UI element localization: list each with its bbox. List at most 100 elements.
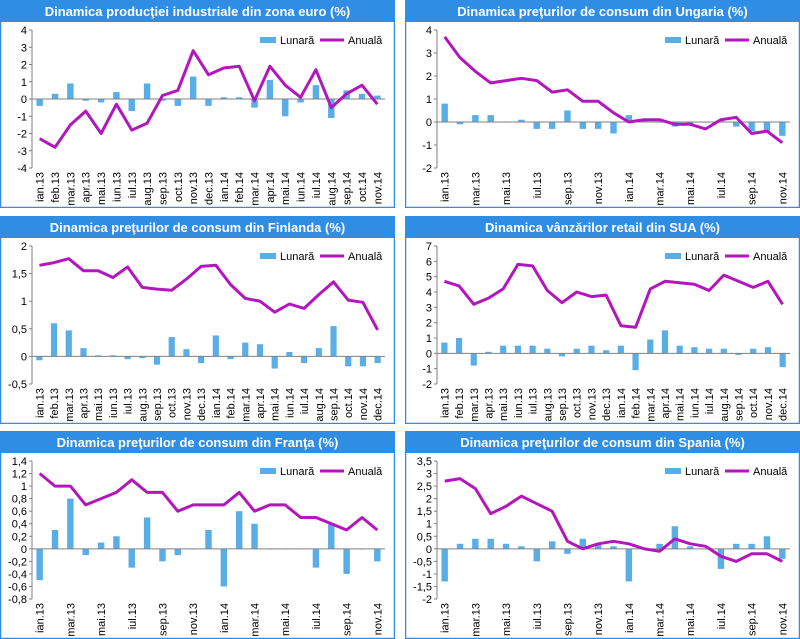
y-tick-label: -0,4 bbox=[8, 569, 27, 581]
bar-monthly bbox=[579, 122, 587, 129]
bar-monthly bbox=[472, 538, 479, 549]
chart-panel-france-cpi: Dinamica preţurilor de consum din Franţa… bbox=[0, 431, 395, 639]
y-tick-label: 3 bbox=[426, 302, 432, 314]
bar-monthly bbox=[67, 498, 74, 549]
y-tick-label: 0 bbox=[426, 117, 432, 129]
x-tick-label: mar.14 bbox=[250, 172, 262, 206]
bar-monthly bbox=[312, 85, 320, 99]
bar-monthly bbox=[717, 548, 725, 569]
y-tick-label: 0,8 bbox=[12, 494, 27, 506]
x-tick-label: dec.13 bbox=[204, 172, 216, 205]
bar-monthly bbox=[301, 356, 308, 364]
x-tick-label: oct.13 bbox=[167, 388, 179, 418]
x-tick-label: mai.13 bbox=[498, 388, 510, 421]
y-tick-label: -1 bbox=[422, 569, 432, 581]
y-tick-label: 0,5 bbox=[417, 531, 432, 543]
bar-monthly bbox=[359, 356, 367, 367]
x-tick-label: mai.13 bbox=[96, 172, 108, 205]
x-tick-label: aug.14 bbox=[326, 172, 338, 206]
bar-monthly bbox=[748, 122, 755, 132]
x-tick-label: oct.13 bbox=[173, 172, 185, 202]
bar-monthly bbox=[632, 353, 639, 371]
y-tick-label: 2 bbox=[21, 60, 27, 72]
y-tick-label: -2 bbox=[422, 594, 432, 606]
x-tick-label: ian.13 bbox=[440, 172, 452, 202]
bar-monthly bbox=[564, 110, 571, 122]
bar-monthly bbox=[242, 342, 249, 357]
bar-monthly bbox=[345, 356, 352, 367]
x-tick-label: ian.14 bbox=[624, 603, 636, 633]
bar-monthly bbox=[330, 326, 337, 357]
y-tick-label: -4 bbox=[17, 163, 27, 175]
bar-monthly bbox=[441, 548, 448, 582]
x-tick-label: ian.14 bbox=[219, 172, 231, 202]
x-tick-label: sep.13 bbox=[157, 603, 169, 636]
bar-monthly bbox=[720, 348, 727, 354]
bar-monthly bbox=[502, 543, 510, 549]
x-tick-label: feb.14 bbox=[234, 172, 246, 203]
bar-monthly bbox=[735, 353, 742, 355]
x-tick-label: sep.13 bbox=[152, 388, 164, 421]
chart-svg: Dinamica preţurilor de consum din Franţa… bbox=[0, 431, 395, 639]
y-tick-label: -2 bbox=[422, 163, 432, 175]
x-tick-label: aug.13 bbox=[142, 172, 154, 206]
chart-legend: Lunară Anuală bbox=[665, 251, 788, 263]
legend-monthly-swatch bbox=[260, 253, 276, 259]
chart-panel-hungary-cpi: Dinamica preţurilor de consum din Ungari… bbox=[405, 0, 800, 208]
y-tick-label: 0 bbox=[21, 544, 27, 556]
bar-monthly bbox=[82, 548, 89, 556]
x-tick-label: mai.13 bbox=[93, 388, 105, 421]
x-tick-label: feb.14 bbox=[226, 388, 238, 419]
y-tick-label: 1 bbox=[21, 296, 27, 308]
x-tick-label: iun.14 bbox=[296, 172, 308, 202]
bar-monthly bbox=[625, 115, 633, 122]
bar-monthly bbox=[212, 335, 219, 357]
bar-monthly bbox=[764, 347, 772, 354]
x-tick-label: ian.14 bbox=[624, 172, 636, 202]
x-tick-label: ian.14 bbox=[616, 388, 628, 418]
legend-monthly-swatch bbox=[665, 468, 681, 474]
bar-monthly bbox=[227, 356, 234, 360]
bar-monthly bbox=[80, 348, 87, 357]
bar-monthly bbox=[733, 122, 740, 127]
bar-monthly bbox=[779, 353, 786, 368]
bar-monthly bbox=[312, 548, 320, 568]
x-tick-label: mar.13 bbox=[469, 388, 481, 422]
y-tick-label: -3 bbox=[17, 146, 27, 158]
bar-monthly bbox=[109, 355, 116, 357]
bar-monthly bbox=[779, 548, 786, 559]
chart-title: Dinamica preţurilor de consum din Franţa… bbox=[57, 435, 339, 450]
chart-title-bar bbox=[406, 1, 799, 22]
bar-monthly bbox=[153, 356, 161, 365]
bar-monthly bbox=[65, 330, 72, 357]
bar-monthly bbox=[579, 538, 587, 549]
x-tick-label: dec.14 bbox=[373, 388, 385, 421]
bar-monthly bbox=[456, 122, 464, 125]
bar-monthly bbox=[113, 92, 120, 99]
bar-monthly bbox=[588, 345, 595, 354]
bar-monthly bbox=[205, 99, 212, 106]
y-tick-label: 1,4 bbox=[12, 456, 27, 468]
chart-panel-finland-cpi: Dinamica preţurilor de consum din Finlan… bbox=[0, 216, 395, 424]
bar-monthly bbox=[485, 351, 492, 354]
legend-monthly-swatch bbox=[665, 253, 681, 259]
x-tick-label: iun.13 bbox=[108, 388, 120, 418]
y-tick-label: 1,5 bbox=[417, 506, 432, 518]
y-tick-label: -0,2 bbox=[8, 556, 27, 568]
chart-title: Dinamica preţurilor de consum din Finlan… bbox=[50, 220, 345, 235]
x-tick-label: mar.13 bbox=[65, 603, 77, 637]
bar-monthly bbox=[67, 83, 74, 99]
bar-monthly bbox=[533, 548, 540, 562]
y-tick-label: 2 bbox=[426, 318, 432, 330]
x-tick-label: mai.14 bbox=[270, 388, 282, 421]
bar-monthly bbox=[297, 99, 304, 103]
x-tick-label: nov.14 bbox=[372, 172, 384, 204]
bar-monthly bbox=[235, 511, 243, 549]
chart-title-bar bbox=[1, 217, 394, 238]
x-tick-label: dec.13 bbox=[196, 388, 208, 421]
x-tick-label: sep.13 bbox=[562, 172, 574, 205]
bar-monthly bbox=[174, 548, 182, 556]
bar-monthly bbox=[487, 115, 494, 122]
bar-monthly bbox=[456, 543, 464, 549]
bar-monthly bbox=[174, 99, 182, 106]
